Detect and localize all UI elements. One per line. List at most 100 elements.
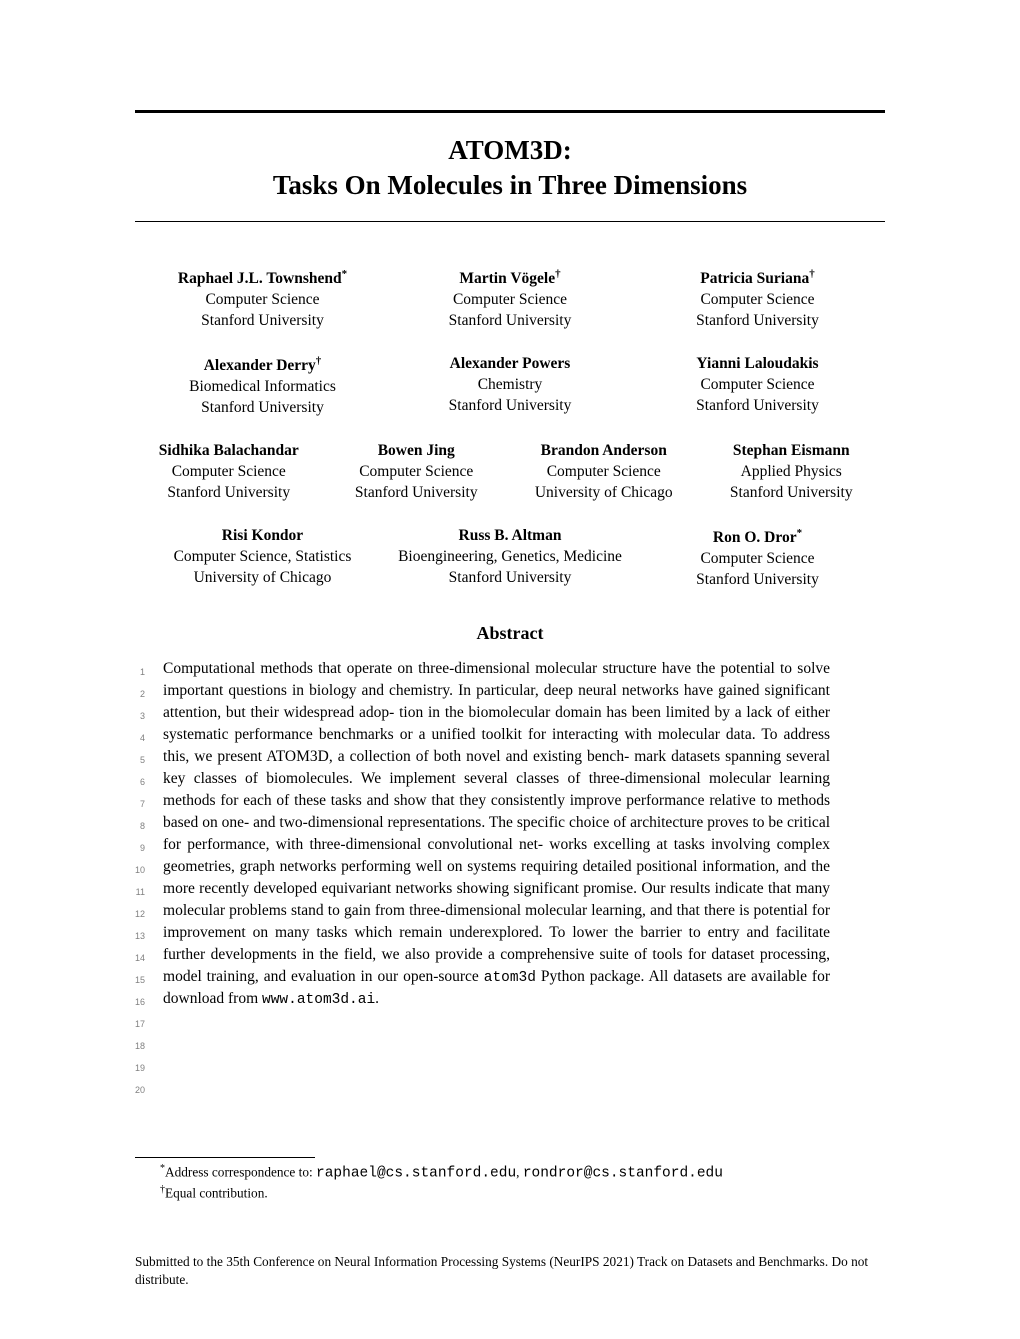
author-inst: Stanford University xyxy=(696,397,819,414)
title-line-2: Tasks On Molecules in Three Dimensions xyxy=(273,170,747,200)
author-name: Raphael J.L. Townshend xyxy=(178,270,342,287)
abstract-line-19-post: Python package. All xyxy=(536,968,668,985)
abstract-block: 1 2 3 4 5 6 7 8 9 10 11 12 13 14 15 16 1… xyxy=(135,658,885,1101)
footnote-text: , xyxy=(516,1164,523,1179)
abstract-code: www.atom3d.ai xyxy=(262,992,375,1008)
title-line-1: ATOM3D: xyxy=(448,135,572,165)
author-name: Bowen Jing xyxy=(378,442,455,459)
author: Patricia Suriana† Computer Science Stanf… xyxy=(634,267,882,332)
author-row: Risi Kondor Computer Science, Statistics… xyxy=(135,526,885,591)
author-dept: Computer Science xyxy=(700,376,814,393)
author-mark: † xyxy=(555,268,561,280)
author-inst: University of Chicago xyxy=(535,484,673,501)
abstract-line-19-pre: model training, and evaluation in our op… xyxy=(163,968,484,985)
line-num: 14 xyxy=(135,947,145,969)
venue-notice: Submitted to the 35th Conference on Neur… xyxy=(135,1253,885,1289)
abstract-line-20-post: . xyxy=(375,990,379,1007)
line-num: 15 xyxy=(135,969,145,991)
paper-page: ATOM3D: Tasks On Molecules in Three Dime… xyxy=(0,0,1020,1339)
author: Raphael J.L. Townshend* Computer Science… xyxy=(139,267,387,332)
author-name: Sidhika Balachandar xyxy=(159,442,299,459)
footnote: *Address correspondence to: raphael@cs.s… xyxy=(160,1162,885,1184)
footnote-text: Address correspondence to: xyxy=(165,1164,316,1179)
author: Ron O. Dror* Computer Science Stanford U… xyxy=(634,526,882,591)
line-num: 6 xyxy=(135,771,145,793)
author-inst: Stanford University xyxy=(696,571,819,588)
line-numbers: 1 2 3 4 5 6 7 8 9 10 11 12 13 14 15 16 1… xyxy=(135,658,163,1101)
author-name: Risi Kondor xyxy=(222,527,303,544)
abstract-line: Computational methods that operate on th… xyxy=(163,660,691,677)
author: Sidhika Balachandar Computer Science Sta… xyxy=(135,441,323,504)
author-dept: Chemistry xyxy=(478,376,543,393)
author-inst: Stanford University xyxy=(167,484,290,501)
abstract-text: Computational methods that operate on th… xyxy=(163,658,885,1101)
title-rule-bottom xyxy=(135,221,885,222)
line-num: 11 xyxy=(135,881,145,903)
author-inst: Stanford University xyxy=(449,569,572,586)
author-dept: Biomedical Informatics xyxy=(189,378,336,395)
abstract-line: performance benchmarks or a unified tool… xyxy=(234,726,777,743)
author: Risi Kondor Computer Science, Statistics… xyxy=(139,526,387,591)
line-num: 7 xyxy=(135,793,145,815)
line-num: 9 xyxy=(135,837,145,859)
line-num: 18 xyxy=(135,1035,145,1057)
line-num: 1 xyxy=(135,661,145,683)
author: Alexander Derry† Biomedical Informatics … xyxy=(139,354,387,419)
line-num: 13 xyxy=(135,925,145,947)
abstract-heading: Abstract xyxy=(135,623,885,644)
author-dept: Computer Science, Statistics xyxy=(174,548,352,565)
author-inst: Stanford University xyxy=(355,484,478,501)
footnote: †Equal contribution. xyxy=(160,1183,885,1203)
abstract-line: on one- and two-dimensional representati… xyxy=(202,814,703,831)
author-mark: * xyxy=(797,527,803,539)
line-num: 3 xyxy=(135,705,145,727)
author-dept: Computer Science xyxy=(172,463,286,480)
author-row: Raphael J.L. Townshend* Computer Science… xyxy=(135,267,885,332)
author-dept: Computer Science xyxy=(453,291,567,308)
author: Martin Vögele† Computer Science Stanford… xyxy=(386,267,634,332)
line-num: 16 xyxy=(135,991,145,1013)
author-inst: Stanford University xyxy=(449,397,572,414)
author-inst: Stanford University xyxy=(696,312,819,329)
author-name: Alexander Powers xyxy=(450,355,571,372)
author-mark: † xyxy=(316,355,322,367)
author: Brandon Anderson Computer Science Univer… xyxy=(510,441,698,504)
author-dept: Computer Science xyxy=(700,550,814,567)
line-num: 12 xyxy=(135,903,145,925)
author: Alexander Powers Chemistry Stanford Univ… xyxy=(386,354,634,419)
author-name: Russ B. Altman xyxy=(459,527,562,544)
line-num: 17 xyxy=(135,1013,145,1035)
paper-title: ATOM3D: Tasks On Molecules in Three Dime… xyxy=(135,133,885,203)
author-inst: Stanford University xyxy=(201,399,324,416)
author: Russ B. Altman Bioengineering, Genetics,… xyxy=(386,526,634,591)
line-num: 5 xyxy=(135,749,145,771)
line-num: 4 xyxy=(135,727,145,749)
author-name: Alexander Derry xyxy=(204,357,316,374)
author-dept: Computer Science xyxy=(205,291,319,308)
authors-block: Raphael J.L. Townshend * Computer Science… xyxy=(135,267,885,591)
author-row: Alexander Derry† Biomedical Informatics … xyxy=(135,354,885,419)
author: Yianni Laloudakis Computer Science Stanf… xyxy=(634,354,882,419)
author-name: Martin Vögele xyxy=(459,270,555,287)
author-dept: Computer Science xyxy=(700,291,814,308)
line-num: 10 xyxy=(135,859,145,881)
line-num: 8 xyxy=(135,815,145,837)
author-name: Stephan Eismann xyxy=(733,442,850,459)
author-dept: Bioengineering, Genetics, Medicine xyxy=(398,548,622,565)
author-mark: † xyxy=(809,268,815,280)
line-num: 20 xyxy=(135,1079,145,1101)
author-dept: Applied Physics xyxy=(741,463,842,480)
author-dept: Computer Science xyxy=(547,463,661,480)
author: Stephan Eismann Applied Physics Stanford… xyxy=(698,441,886,504)
footnote-rule xyxy=(135,1157,315,1158)
author-name: Brandon Anderson xyxy=(541,442,667,459)
author-name: Yianni Laloudakis xyxy=(696,355,818,372)
abstract-line: developed equivariant networks showing s… xyxy=(253,880,763,897)
author-dept: Computer Science xyxy=(359,463,473,480)
author-inst: Stanford University xyxy=(201,312,324,329)
footnote-code: raphael@cs.stanford.edu xyxy=(316,1165,516,1181)
author-name: Patricia Suriana xyxy=(700,270,809,287)
author-name: Ron O. Dror xyxy=(713,529,797,546)
author-row: Sidhika Balachandar Computer Science Sta… xyxy=(135,441,885,504)
footnotes: *Address correspondence to: raphael@cs.s… xyxy=(135,1162,885,1204)
